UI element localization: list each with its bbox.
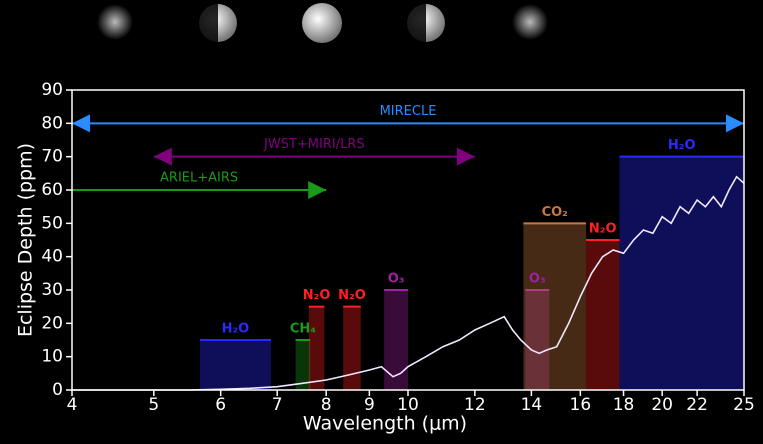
- instrument-label: JWST+MIRI/LRS: [263, 137, 365, 152]
- y-tick-label: 30: [41, 280, 63, 300]
- x-tick-label: 25: [733, 395, 755, 415]
- feature-band: [586, 240, 619, 390]
- feature-label: CO₂: [542, 205, 568, 220]
- feature-label: N₂O: [303, 288, 331, 303]
- feature-band: [309, 307, 325, 390]
- feature-band: [200, 340, 271, 390]
- x-tick-label: 22: [686, 395, 708, 415]
- y-tick-label: 10: [41, 347, 63, 367]
- feature-label: H₂O: [668, 138, 696, 153]
- x-tick-label: 6: [215, 395, 226, 415]
- x-tick-label: 10: [397, 395, 419, 415]
- x-tick-label: 14: [521, 395, 543, 415]
- x-tick-label: 9: [364, 395, 375, 415]
- y-tick-label: 60: [41, 180, 63, 200]
- x-tick-label: 18: [613, 395, 635, 415]
- y-axis-label: Eclipse Depth (ppm): [15, 143, 37, 337]
- feature-label: CH₄: [290, 322, 316, 337]
- feature-band: [343, 307, 361, 390]
- x-tick-label: 5: [148, 395, 159, 415]
- feature-label: O₃: [388, 272, 405, 287]
- chart: Wavelength (μm) Eclipse Depth (ppm) H₂O C…: [0, 0, 763, 444]
- feature-band: [619, 157, 744, 390]
- y-tick-label: 70: [41, 147, 63, 167]
- feature-label: O₃: [529, 272, 546, 287]
- y-tick-label: 20: [41, 313, 63, 333]
- y-tick-label: 0: [52, 380, 63, 400]
- y-tick-label: 40: [41, 247, 63, 267]
- feature-label: N₂O: [589, 222, 617, 237]
- x-tick-label: 20: [651, 395, 673, 415]
- y-tick-label: 80: [41, 113, 63, 133]
- feature-label: N₂O: [338, 288, 366, 303]
- x-tick-label: 4: [67, 395, 78, 415]
- x-tick-label: 16: [570, 395, 592, 415]
- x-tick-label: 7: [272, 395, 283, 415]
- y-tick-label: 90: [41, 80, 63, 100]
- instrument-label: MIRECLE: [380, 104, 437, 119]
- x-tick-label: 12: [464, 395, 486, 415]
- y-tick-label: 50: [41, 213, 63, 233]
- x-axis-label: Wavelength (μm): [303, 413, 467, 435]
- feature-label: H₂O: [222, 322, 250, 337]
- instrument-label: ARIEL+AIRS: [160, 171, 238, 186]
- x-tick-label: 8: [321, 395, 332, 415]
